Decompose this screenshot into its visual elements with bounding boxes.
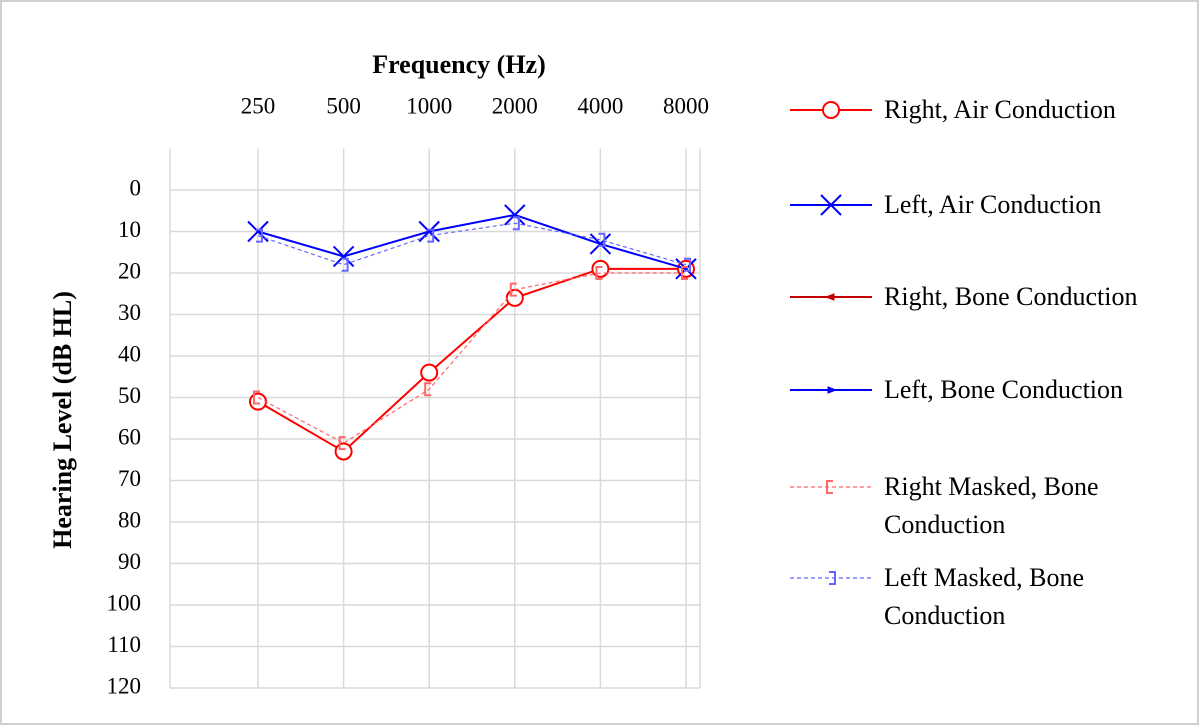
y-tick-label: 120 bbox=[107, 673, 142, 698]
marker bbox=[338, 436, 346, 451]
marker bbox=[249, 392, 267, 411]
y-tick-label: 60 bbox=[118, 424, 141, 449]
marker bbox=[341, 257, 349, 272]
marker bbox=[681, 266, 688, 280]
marker bbox=[427, 228, 435, 243]
marker bbox=[512, 216, 520, 231]
y-tick-label: 50 bbox=[118, 383, 141, 408]
marker bbox=[334, 442, 353, 461]
y-tick-label: 0 bbox=[130, 175, 142, 200]
y-tick-label: 100 bbox=[107, 590, 142, 615]
marker bbox=[820, 194, 842, 216]
y-axis-label: Hearing Level (dB HL) bbox=[48, 291, 77, 549]
x-tick-label: 4000 bbox=[577, 93, 623, 118]
marker bbox=[826, 480, 833, 494]
marker bbox=[829, 571, 836, 585]
y-tick-label: 10 bbox=[118, 217, 141, 242]
y-tick-label: 90 bbox=[118, 549, 141, 574]
series-line bbox=[257, 213, 687, 270]
legend-label: Left, Bone Conduction bbox=[884, 375, 1124, 404]
marker bbox=[253, 390, 260, 405]
y-tick-label: 20 bbox=[118, 258, 141, 283]
legend-label: Right, Air Conduction bbox=[884, 95, 1116, 124]
marker bbox=[418, 220, 440, 243]
y-tick-label: 70 bbox=[118, 466, 141, 491]
x-tick-label: 250 bbox=[241, 93, 276, 118]
x-tick-label: 500 bbox=[326, 93, 361, 118]
y-tick-label: 30 bbox=[118, 300, 141, 325]
series-line bbox=[257, 267, 686, 453]
legend-label: Right, Bone Conduction bbox=[884, 282, 1138, 311]
marker bbox=[589, 233, 612, 255]
legend-label: Left, Air Conduction bbox=[884, 190, 1102, 219]
series-line bbox=[257, 222, 687, 266]
marker bbox=[591, 259, 610, 278]
y-tick-label: 80 bbox=[118, 507, 141, 532]
marker bbox=[684, 257, 691, 272]
marker bbox=[420, 363, 439, 382]
marker bbox=[256, 228, 263, 243]
y-tick-label: 110 bbox=[107, 632, 141, 657]
marker bbox=[595, 266, 603, 280]
marker bbox=[598, 232, 606, 247]
chart-title: Frequency (Hz) bbox=[372, 50, 546, 79]
x-tick-label: 2000 bbox=[492, 93, 538, 118]
y-tick-label: 40 bbox=[118, 341, 141, 366]
legend-label: Left Masked, Bone Conduction bbox=[884, 563, 1085, 630]
legend-label: Right Masked, Bone Conduction bbox=[884, 472, 1099, 539]
marker bbox=[509, 282, 517, 297]
marker bbox=[505, 288, 524, 307]
marker bbox=[332, 245, 355, 268]
series-line bbox=[257, 272, 686, 444]
x-tick-label: 1000 bbox=[406, 93, 452, 118]
marker bbox=[504, 204, 526, 226]
x-tick-label: 8000 bbox=[663, 93, 709, 118]
marker bbox=[424, 382, 432, 397]
marker bbox=[824, 293, 835, 301]
marker bbox=[827, 386, 838, 394]
marker bbox=[822, 101, 840, 119]
